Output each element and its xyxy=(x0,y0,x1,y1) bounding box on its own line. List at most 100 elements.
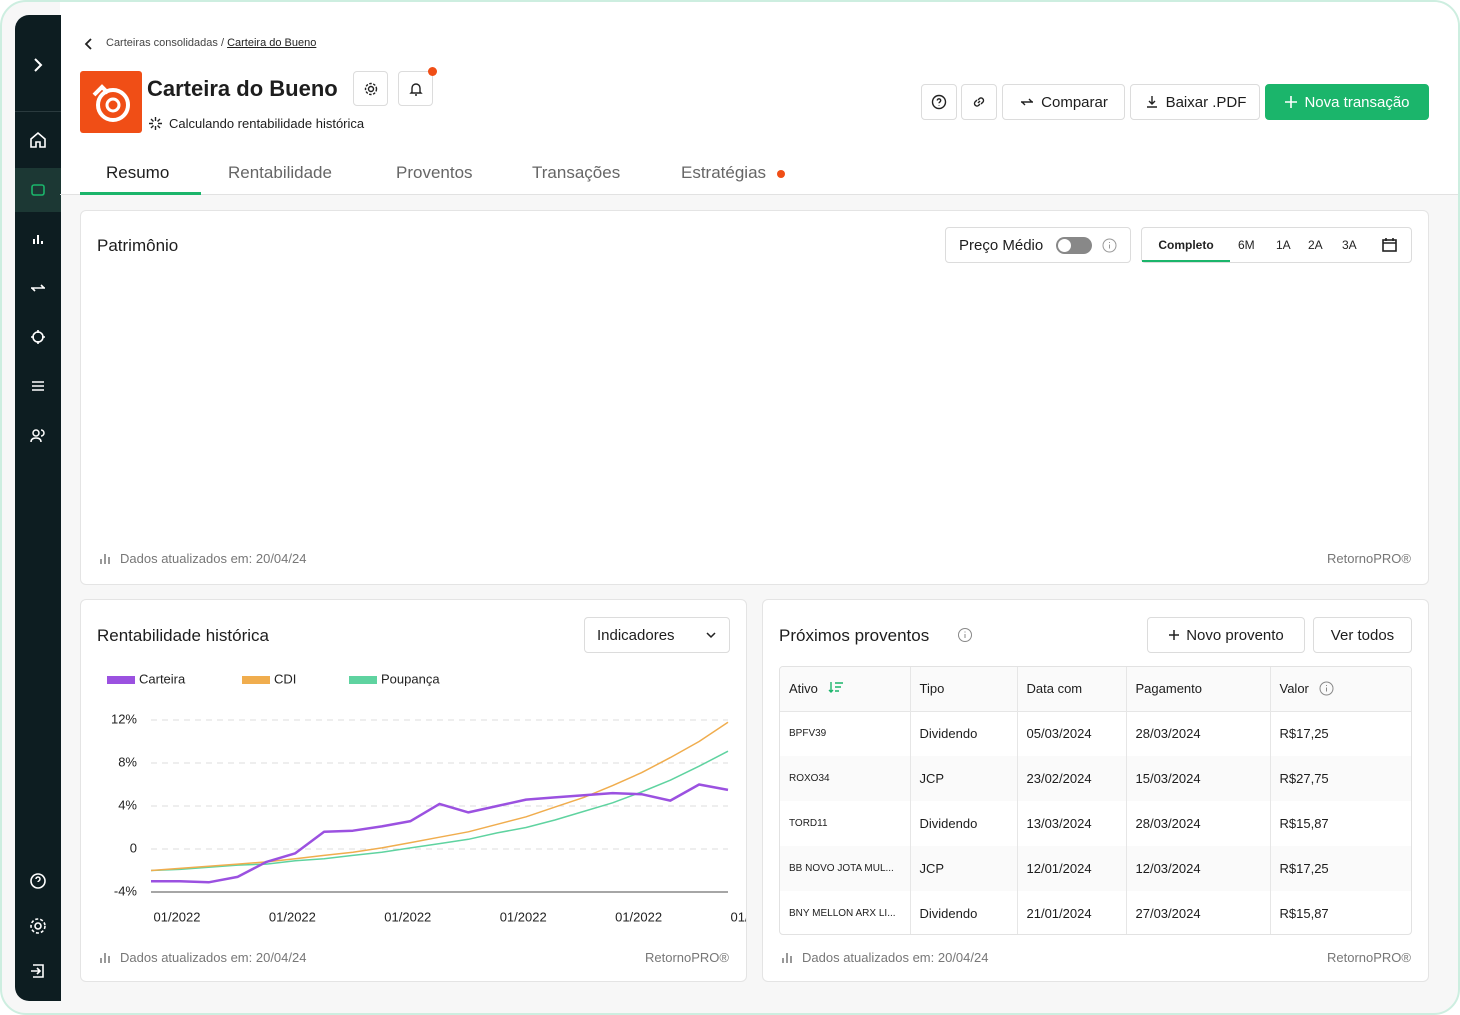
tab[interactable]: Proventos xyxy=(396,163,473,182)
indicators-dropdown[interactable]: Indicadores xyxy=(584,617,730,653)
info-icon[interactable] xyxy=(1102,238,1117,253)
back-icon[interactable] xyxy=(82,37,96,51)
list-icon[interactable] xyxy=(26,374,50,398)
users-icon[interactable] xyxy=(26,424,50,448)
info-icon[interactable] xyxy=(1319,681,1334,696)
brand: RetornoPRO® xyxy=(1327,551,1411,566)
table-cell: 28/03/2024 xyxy=(1126,801,1271,846)
column-label: Tipo xyxy=(919,681,945,697)
bars-icon xyxy=(100,953,110,963)
table-cell: 15/03/2024 xyxy=(1126,756,1271,801)
toggle-group: Preço Médio xyxy=(945,227,1131,263)
link-button[interactable] xyxy=(961,84,997,120)
page-title: Carteira do Bueno xyxy=(147,76,338,101)
x-tick-label: 01/2022 xyxy=(615,909,662,924)
tab[interactable]: Resumo xyxy=(106,163,170,182)
table-cell: JCP xyxy=(910,846,1018,891)
column-label: Ativo xyxy=(789,681,818,697)
status-text: Calculando rentabilidade histórica xyxy=(169,116,365,131)
x-tick-label: 01/2022 xyxy=(384,909,431,924)
table-cell: Dividendo xyxy=(910,711,1018,756)
patrimonio-panel: Patrimônio Preço Médio Completo 6M 1A 2A… xyxy=(80,210,1429,585)
button-label: Ver todos xyxy=(1330,626,1395,644)
compare-button[interactable]: Comparar xyxy=(1002,84,1125,120)
toggle-switch[interactable] xyxy=(1056,237,1092,254)
brand: RetornoPRO® xyxy=(1327,950,1411,965)
breadcrumb-current[interactable]: Carteira do Bueno xyxy=(227,37,317,49)
table-cell: ROXO34 xyxy=(780,756,911,801)
sidebar xyxy=(15,15,61,1001)
table-cell: 28/03/2024 xyxy=(1126,711,1271,756)
sort-icon[interactable] xyxy=(828,681,844,694)
rentabilidade-panel: Rentabilidade histórica Indicadores -4% 0… xyxy=(80,599,747,982)
target-icon[interactable] xyxy=(26,325,50,349)
see-all-button[interactable]: Ver todos xyxy=(1313,617,1412,653)
tab[interactable]: Transações xyxy=(532,163,621,182)
column-header: Data com xyxy=(1017,667,1127,712)
period-option[interactable]: 2A xyxy=(1308,238,1323,252)
column-header[interactable]: Ativo xyxy=(780,667,911,712)
notifications-button[interactable] xyxy=(398,71,433,106)
column-header: Tipo xyxy=(910,667,1018,712)
dropdown-label: Indicadores xyxy=(597,626,675,644)
button-label: Novo provento xyxy=(1186,626,1284,644)
new-dividend-button[interactable]: Novo provento xyxy=(1147,617,1305,653)
tab[interactable]: Rentabilidade xyxy=(228,163,332,182)
table-cell: JCP xyxy=(910,756,1018,801)
period-option[interactable]: 3A xyxy=(1342,238,1357,252)
home-icon[interactable] xyxy=(26,128,50,152)
tabs-divider xyxy=(60,194,1458,195)
column-header: Pagamento xyxy=(1126,667,1271,712)
expand-icon[interactable] xyxy=(26,53,50,77)
table-cell: R$15,87 xyxy=(1270,891,1411,934)
updated-note: Dados atualizados em: 20/04/24 xyxy=(802,950,989,965)
loading-icon xyxy=(149,117,162,130)
y-tick-label: 0 xyxy=(130,840,137,855)
new-transaction-button[interactable]: Nova transação xyxy=(1265,84,1429,120)
period-option[interactable]: 6M xyxy=(1238,238,1255,252)
calendar-icon[interactable] xyxy=(1381,236,1399,254)
table-cell: R$17,25 xyxy=(1270,711,1411,756)
download-button[interactable]: Baixar .PDF xyxy=(1130,84,1260,120)
period-option[interactable]: Completo xyxy=(1142,228,1230,262)
portfolio-logo xyxy=(80,71,142,133)
table-cell: TORD11 xyxy=(780,801,911,846)
y-tick-label: 12% xyxy=(111,711,137,726)
table-row: BB NOVO JOTA MUL... JCP 12/01/2024 12/03/20… xyxy=(780,846,1411,891)
help-icon[interactable] xyxy=(26,869,50,893)
bars-icon xyxy=(782,953,792,963)
x-tick-label: 01/2022 xyxy=(269,909,316,924)
x-tick-label: 01/2022 xyxy=(731,909,747,924)
logout-icon[interactable] xyxy=(26,959,50,983)
settings-button[interactable] xyxy=(353,71,388,106)
table-cell: BPFV39 xyxy=(780,711,911,756)
legend-label: Poupança xyxy=(381,671,440,686)
x-tick-label: 01/2022 xyxy=(154,909,201,924)
table-cell: R$17,25 xyxy=(1270,846,1411,891)
legend-label: CDI xyxy=(274,671,296,686)
breadcrumb-parent[interactable]: Carteiras consolidadas xyxy=(106,37,218,49)
help-button[interactable] xyxy=(921,84,957,120)
period-option[interactable]: 1A xyxy=(1276,238,1291,252)
table-cell: Dividendo xyxy=(910,801,1018,846)
table-cell: 12/03/2024 xyxy=(1126,846,1271,891)
breadcrumb-separator: / xyxy=(220,37,225,49)
table-cell: BB NOVO JOTA MUL... xyxy=(780,846,911,891)
chart-icon[interactable] xyxy=(26,227,50,251)
brand: RetornoPRO® xyxy=(645,950,729,965)
series-line xyxy=(150,750,729,872)
table-cell: 23/02/2024 xyxy=(1017,756,1127,801)
table-row: ROXO34 JCP 23/02/2024 15/03/2024 R$27,75 xyxy=(780,756,1411,801)
wallet-icon[interactable] xyxy=(26,178,50,202)
active-tab-underline xyxy=(80,192,201,195)
header-row: Ativo Tipo Data com Pagamento Valor xyxy=(780,667,1411,712)
tab[interactable]: Estratégias xyxy=(681,163,767,182)
panel-title: Próximos proventos xyxy=(779,626,930,645)
settings-icon[interactable] xyxy=(26,914,50,938)
info-icon[interactable] xyxy=(957,627,973,643)
table-cell: 05/03/2024 xyxy=(1017,711,1127,756)
series-line xyxy=(150,721,729,872)
transfer-icon[interactable] xyxy=(26,276,50,300)
notification-dot xyxy=(428,67,437,76)
